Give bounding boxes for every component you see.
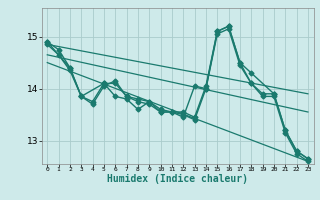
X-axis label: Humidex (Indice chaleur): Humidex (Indice chaleur) <box>107 174 248 184</box>
